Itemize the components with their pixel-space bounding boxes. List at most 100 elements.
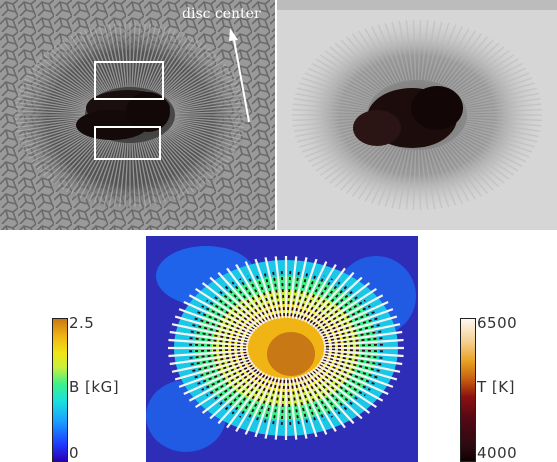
inclination-line: [171, 354, 250, 373]
inclination-line: [217, 271, 266, 325]
inclination-line: [318, 361, 389, 396]
inclination-line: [235, 264, 271, 322]
inclination-line: [322, 323, 401, 342]
inclination-line-dark: [306, 281, 341, 322]
inclination-line-dark: [286, 379, 292, 426]
inclination-line: [201, 368, 260, 414]
disc-center-label: disc center: [182, 6, 261, 22]
inclination-line-dark: [323, 323, 382, 340]
inclination-line: [188, 294, 256, 332]
lower-region-box: [94, 126, 161, 160]
temperature-image: [277, 0, 557, 230]
inclination-line-dark: [186, 343, 247, 348]
inclination-line-dark: [224, 285, 263, 324]
inclination-line: [274, 377, 284, 440]
disc-center-arrow: [232, 33, 250, 123]
inclination-line-dark: [217, 370, 260, 407]
inclination-line: [201, 282, 260, 328]
inclination-line: [320, 359, 394, 388]
inclination-line: [298, 375, 328, 435]
inclination-line-dark: [190, 323, 249, 340]
inclination-line: [274, 256, 284, 319]
temperature-colorbar-label: T [K]: [477, 378, 515, 396]
inclination-line-dark: [190, 356, 249, 373]
field-colorbar-min: 0: [69, 444, 80, 462]
inclination-line-dark: [188, 354, 248, 366]
arrow-head: [229, 28, 238, 41]
inclination-line: [323, 352, 403, 366]
inclination-line-dark: [306, 374, 341, 415]
inclination-line: [312, 282, 371, 328]
inclination-line-dark: [303, 278, 333, 321]
temperature-colorbar: [460, 318, 476, 462]
inclination-line: [294, 258, 318, 320]
inclination-line-dark: [239, 278, 269, 321]
inclination-line: [294, 376, 318, 438]
field-inclination-lines: [168, 256, 404, 440]
inclination-line-dark: [272, 270, 282, 317]
intensity-image-panel: disc center: [0, 0, 275, 230]
inclination-line-dark: [325, 351, 386, 360]
inclination-line-dark: [217, 289, 260, 326]
magnetic-field-map-panel: [146, 236, 418, 462]
inclination-line: [195, 287, 258, 330]
inclination-line: [178, 308, 252, 337]
temperature-colorbar-min: 4000: [477, 444, 518, 462]
inclination-line-dark: [231, 374, 266, 415]
inclination-line: [301, 264, 337, 322]
inclination-line-dark: [263, 271, 279, 318]
inclination-line: [304, 373, 346, 429]
inclination-line-dark: [293, 378, 309, 425]
inclination-line-dark: [297, 273, 317, 318]
inclination-line-dark: [325, 348, 386, 353]
inclination-line: [301, 374, 337, 432]
inclination-line-dark: [290, 379, 300, 426]
inclination-line-dark: [246, 275, 272, 319]
inclination-line-dark: [312, 370, 355, 407]
inclination-line-dark: [188, 330, 248, 342]
inclination-line-dark: [300, 275, 326, 319]
inclination-line: [254, 258, 278, 320]
field-colorbar-max: 2.5: [69, 314, 95, 332]
inclination-line: [169, 352, 249, 366]
inclination-line: [323, 338, 404, 347]
inclination-line: [188, 364, 256, 402]
temperature-colorbar-max: 6500: [477, 314, 518, 332]
inclination-line-dark: [263, 378, 279, 425]
inclination-line: [244, 375, 274, 435]
inclination-line: [244, 261, 274, 321]
inclination-line: [321, 315, 398, 339]
inclination-line: [322, 354, 401, 373]
inclination-line: [323, 330, 403, 344]
inclination-line-dark: [324, 354, 384, 366]
field-colorbar-label: B [kG]: [69, 378, 120, 396]
inclination-line-dark: [323, 356, 382, 373]
inclination-line-dark: [309, 372, 348, 411]
inclination-line-dark: [246, 377, 272, 421]
inclination-line: [168, 349, 249, 358]
inclination-line-dark: [186, 348, 247, 353]
inclination-line: [209, 276, 263, 326]
inclination-line: [304, 267, 346, 323]
inclination-line: [288, 377, 298, 440]
inclination-line-dark: [272, 379, 282, 426]
inclination-line: [195, 366, 258, 409]
inclination-line-dark: [293, 271, 309, 318]
inclination-line: [321, 357, 398, 381]
inclination-line-dark: [309, 285, 348, 324]
inclination-line: [183, 300, 254, 335]
inclination-line-dark: [224, 372, 263, 411]
inclination-line: [254, 376, 278, 438]
inclination-line: [298, 261, 328, 321]
inclination-line-dark: [280, 270, 286, 317]
inclination-line: [209, 370, 263, 420]
inclination-line-dark: [255, 378, 275, 423]
inclination-line: [316, 364, 384, 402]
upper-region-box: [94, 61, 164, 100]
inclination-line: [314, 287, 377, 330]
inclination-line-dark: [231, 281, 266, 322]
inclination-line: [306, 371, 355, 425]
inclination-line-dark: [186, 336, 247, 345]
inclination-line-dark: [325, 343, 386, 348]
inclination-line: [291, 377, 308, 439]
